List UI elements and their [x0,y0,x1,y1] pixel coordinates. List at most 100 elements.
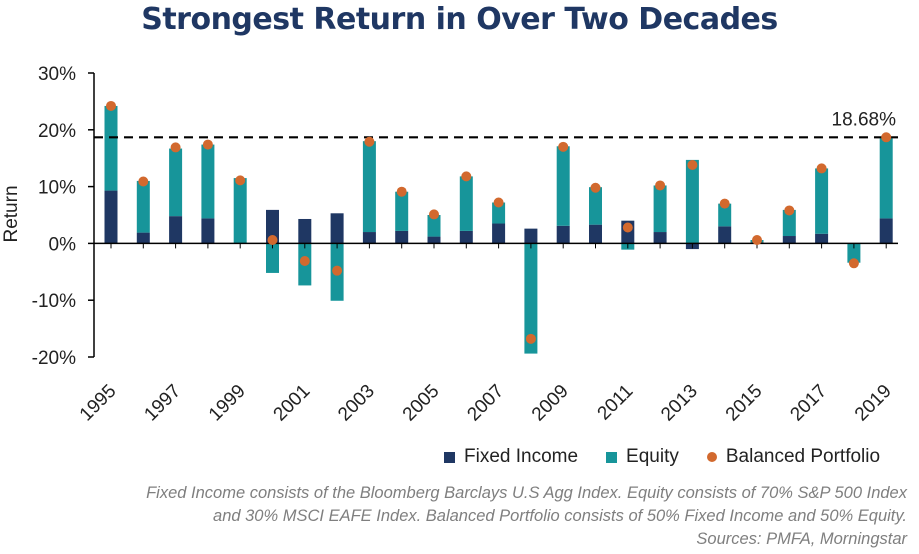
x-tick-label: 1995 [76,381,121,426]
x-tick-label: 2007 [463,381,508,426]
x-tick-label: 2017 [786,381,831,426]
bar-equity [556,146,570,226]
bar-fixed-income [266,209,279,244]
bar-equity [233,178,247,244]
bar-equity [459,176,473,231]
x-tick-label: 2009 [528,381,573,426]
y-tick-label: 20% [38,121,76,142]
bar-equity [427,215,441,237]
x-tick-label: 2019 [851,381,896,426]
dot-balanced-portfolio [525,333,536,344]
bar-equity [266,243,279,273]
dot-balanced-portfolio [590,182,601,193]
axes [88,72,898,358]
y-tick-label: -20% [32,348,76,369]
chart-area: 30%20%10%0%-10%-20% Return 18.68% 1995 19… [1,64,898,426]
legend: Fixed Income Equity Balanced Portfolio [444,446,880,468]
dot-balanced-portfolio [881,132,892,143]
legend-swatch-fixed-income [444,451,455,463]
dot-balanced-portfolio [784,205,795,216]
dot-balanced-portfolio [752,234,762,245]
dot-balanced-portfolio [655,180,666,191]
dot-balanced-portfolio [202,139,213,150]
legend-swatch-equity [606,451,618,463]
bar-fixed-income [362,232,376,244]
bar-fixed-income [492,223,506,244]
bar-fixed-income [427,236,441,244]
dot-balanced-portfolio [396,186,407,197]
bar-fixed-income [459,230,473,244]
dot-balanced-portfolio [429,209,439,220]
x-tick-label: 2011 [594,381,638,425]
dot-balanced-portfolio [364,136,375,147]
legend-label-equity: Equity [626,446,679,467]
bar-fixed-income [298,218,312,244]
footnote-line-1: Fixed Income consists of the Bloomberg B… [146,484,907,502]
dot-balanced-portfolio [332,265,343,276]
legend-item-fixed-income: Fixed Income [444,446,578,468]
bar-fixed-income [524,228,538,244]
dot-balanced-portfolio [493,197,504,208]
legend-item-balanced-portfolio: Balanced Portfolio [706,446,881,468]
bar-fixed-income [653,232,667,244]
bar-fixed-income [169,216,183,244]
bar-equity [492,202,506,224]
bar-fixed-income [395,230,409,244]
x-tick-label: 2013 [657,381,702,426]
footnote-line-3: Sources: PMFA, Morningstar [696,530,907,548]
y-tick-label: 30% [38,64,76,85]
bar-equity [136,180,150,233]
bar-equity [718,203,732,227]
bars [104,105,893,354]
dot-balanced-portfolio [816,163,827,174]
x-tick-label: 1999 [205,381,250,426]
dot-balanced-portfolio [267,234,278,245]
bar-fixed-income [104,190,118,244]
bar-equity [685,159,699,244]
dot-balanced-portfolio [558,141,569,152]
bar-equity [362,141,376,233]
bar-fixed-income [815,233,829,244]
dot-balanced-portfolio [299,256,310,267]
reference-line-group: 18.68% [94,109,898,139]
reference-line-label: 18.68% [832,109,897,130]
bar-equity [815,168,829,234]
bar-equity [524,243,538,354]
chart-title: Strongest Return in Over Two Decades [141,2,778,37]
bar-fixed-income [136,232,150,244]
bar-fixed-income [718,226,732,244]
y-axis-title: Return [1,185,22,242]
bar-equity [589,187,602,225]
legend-label-balanced-portfolio: Balanced Portfolio [725,446,881,467]
dot-balanced-portfolio [138,176,149,187]
bar-equity [169,148,183,217]
legend-label-fixed-income: Fixed Income [464,446,579,467]
x-tick-label: 2005 [399,381,444,426]
bar-fixed-income [589,224,602,244]
legend-item-equity: Equity [606,446,679,468]
bar-fixed-income [879,218,893,244]
dot-balanced-portfolio [461,171,472,182]
balanced-portfolio-dots [106,100,892,344]
bar-equity [395,191,409,231]
dot-balanced-portfolio [622,222,633,233]
bar-equity [782,209,796,237]
x-tick-label: 2003 [334,381,379,426]
x-tick-label: 1997 [140,381,185,426]
dot-balanced-portfolio [235,175,246,186]
bar-equity [879,138,893,219]
dot-balanced-portfolio [848,258,859,269]
dot-balanced-portfolio [106,100,116,111]
y-tick-label: 10% [38,178,76,199]
bar-fixed-income [556,225,570,244]
dot-balanced-portfolio [170,142,181,153]
x-axis-tick-labels: 1995 1997 1999 2001 2003 2005 2007 2009 2011 2013… [76,381,896,426]
bar-equity [653,185,667,233]
x-tick-label: 2015 [722,381,767,426]
bar-fixed-income [782,236,796,244]
y-tick-label: -10% [32,291,76,312]
legend-swatch-balanced-portfolio [706,452,717,462]
dot-balanced-portfolio [687,160,698,171]
bar-equity [201,144,215,219]
bar-fixed-income [201,218,215,244]
